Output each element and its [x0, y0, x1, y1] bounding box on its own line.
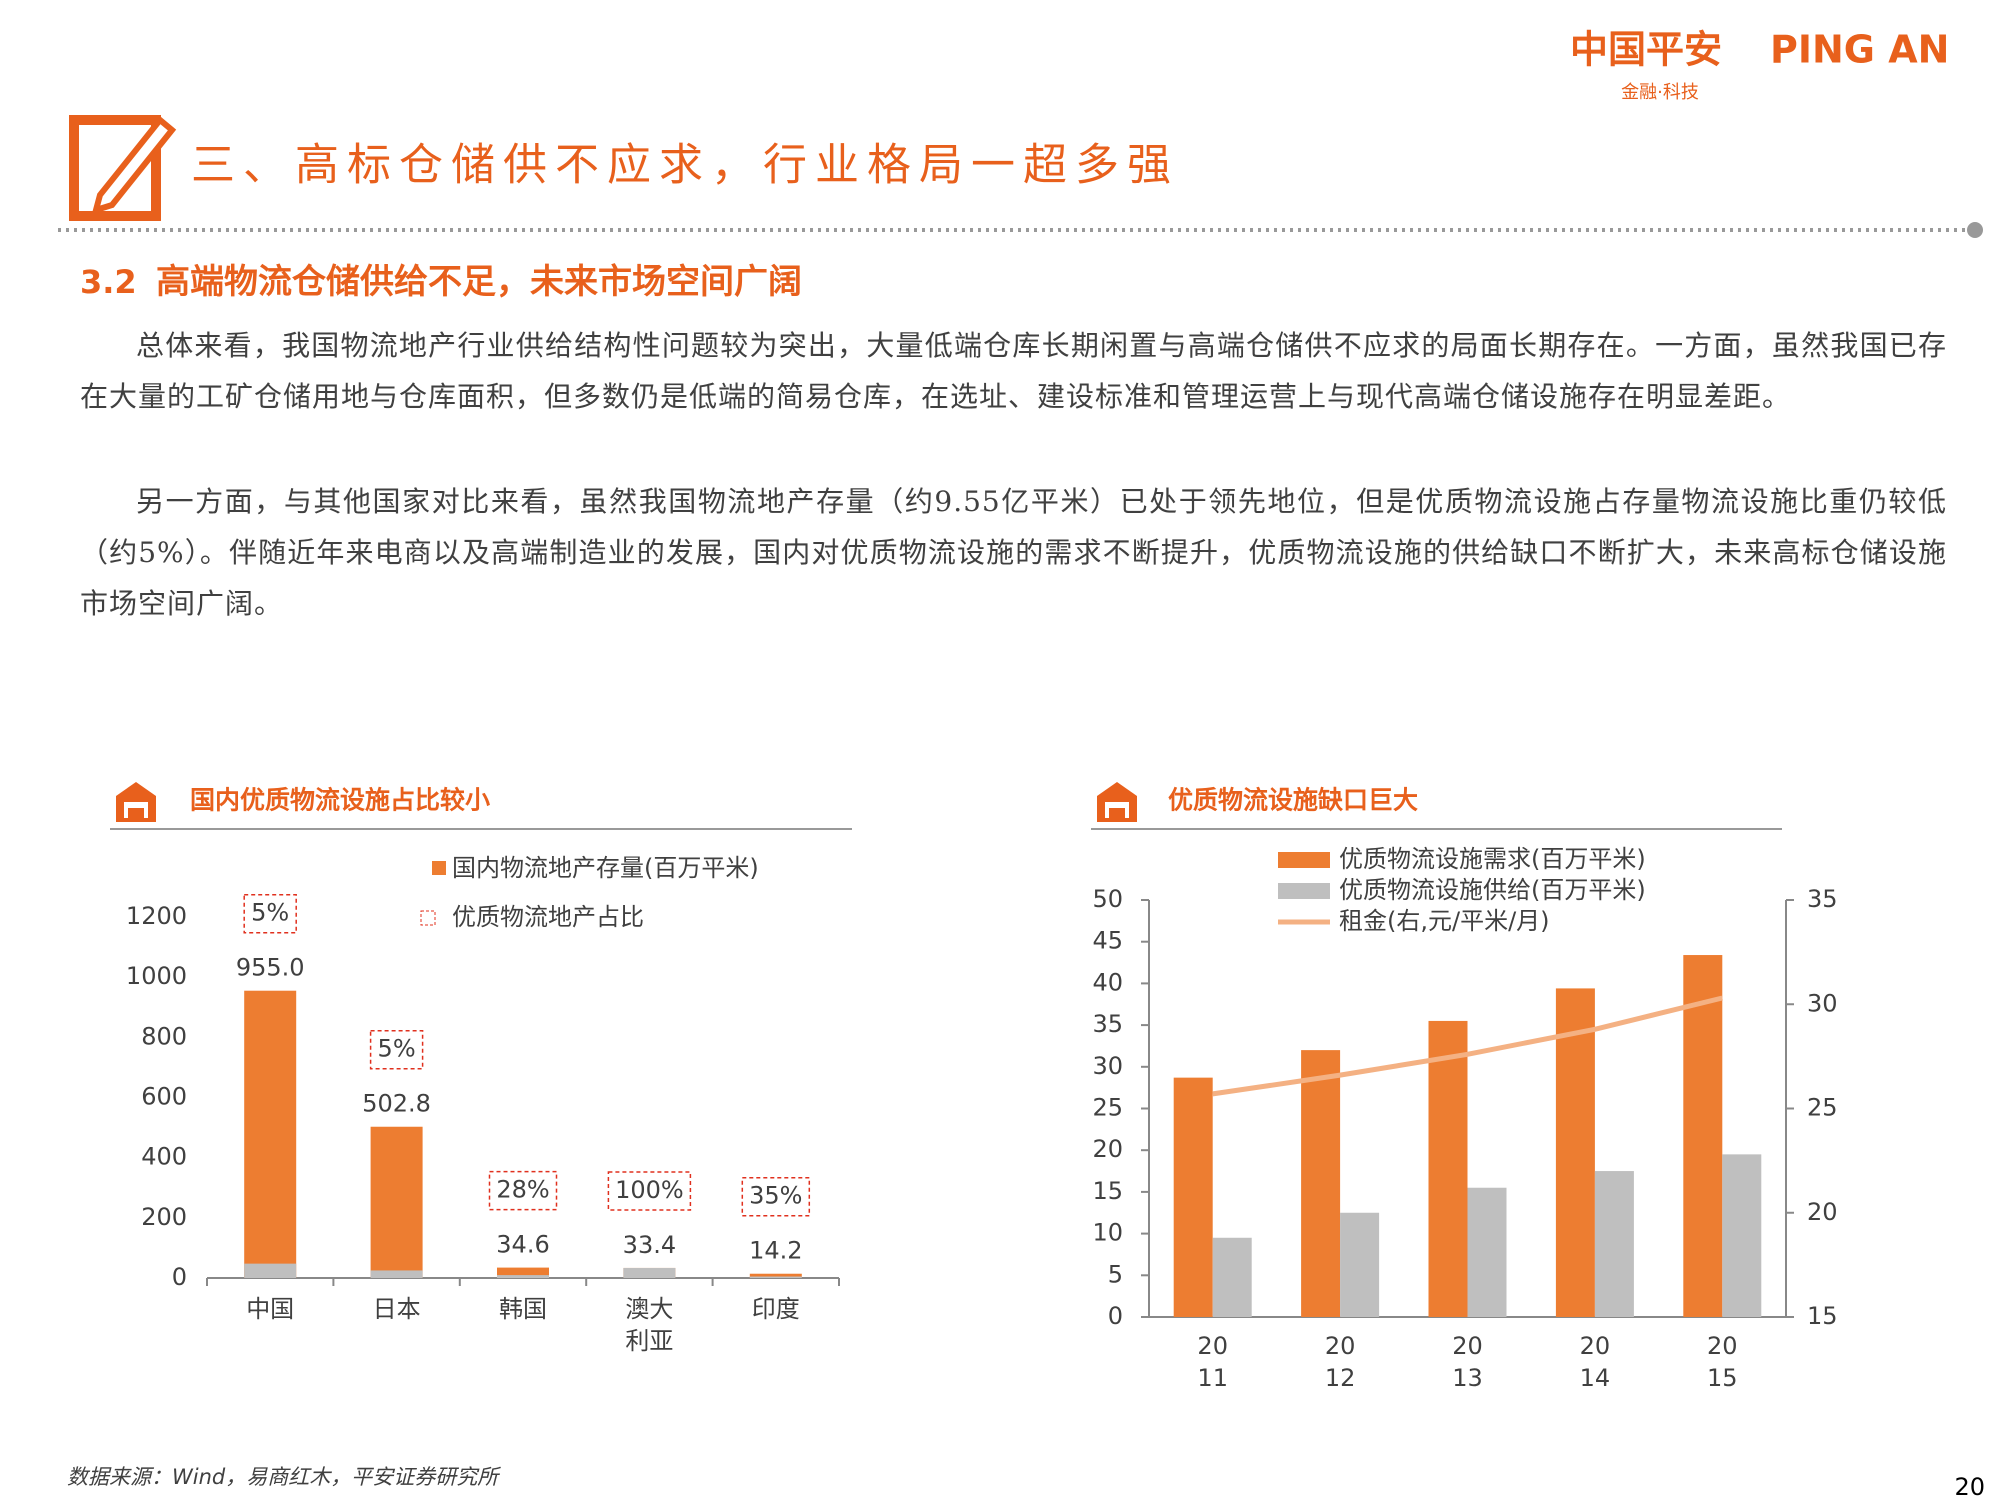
y-tick-label: 35	[1092, 1010, 1123, 1038]
y-tick-label: 400	[141, 1143, 187, 1171]
legend-label: 租金(右,元/平米/月)	[1339, 907, 1550, 935]
share-bar	[244, 1263, 297, 1278]
bar	[370, 1126, 423, 1278]
section-number: 3.2	[80, 263, 137, 301]
y2-tick-label: 35	[1807, 885, 1838, 913]
bar	[749, 1273, 802, 1278]
chart-title: 国内优质物流设施占比较小	[190, 786, 490, 815]
bar	[1340, 1212, 1380, 1317]
bar	[497, 1267, 549, 1278]
line	[1212, 995, 1723, 1097]
share-label: 5%	[251, 899, 289, 927]
logo-sub: 金融·科技	[1621, 82, 1699, 103]
x-tick-label: 韩国	[499, 1295, 547, 1323]
legend-swatch	[1278, 852, 1330, 868]
y-tick-label: 20	[1092, 1135, 1123, 1163]
chart-icon	[116, 782, 156, 822]
x-tick-label: 20 15	[1707, 1332, 1738, 1392]
bar	[1594, 1171, 1634, 1317]
chart-icon	[1097, 782, 1137, 822]
icon-box	[1109, 808, 1125, 818]
x-tick-label: 中国	[246, 1295, 294, 1323]
value-label: 33.4	[623, 1231, 676, 1259]
y-tick-label: 25	[1092, 1094, 1123, 1122]
legend-label: 优质物流设施需求(百万平米)	[1339, 845, 1646, 873]
value-label: 502.8	[362, 1090, 431, 1118]
bar	[1301, 1050, 1341, 1317]
legend-swatch	[432, 861, 446, 875]
share-label-box	[369, 1029, 424, 1070]
y-tick-label: 1200	[126, 902, 187, 930]
bar	[1212, 1237, 1252, 1317]
y-tick-label: 30	[1092, 1052, 1123, 1080]
y2-tick-label: 25	[1807, 1094, 1838, 1122]
y-tick-label: 0	[1108, 1302, 1123, 1330]
share-label-box	[488, 1170, 558, 1211]
share-bar	[623, 1267, 676, 1278]
x-tick-label: 澳大利亚	[625, 1295, 673, 1355]
x-tick-label: 20 13	[1452, 1332, 1483, 1392]
share-bar	[497, 1275, 549, 1278]
page-number: 20	[1954, 1473, 1985, 1500]
bar	[1722, 1154, 1762, 1317]
share-label-box	[243, 893, 297, 934]
y-tick-label: 45	[1092, 927, 1123, 955]
share-label: 35%	[749, 1182, 802, 1210]
divider-end	[1967, 222, 1983, 238]
x-tick-label: 日本	[373, 1295, 421, 1323]
y-tick-label: 600	[141, 1083, 187, 1111]
slide-title: 三、高标仓储供不应求，行业格局一超多强	[191, 140, 1179, 191]
bar	[244, 990, 297, 1278]
bar	[1555, 988, 1595, 1317]
share-label: 28%	[496, 1176, 549, 1204]
y-tick-label: 50	[1092, 885, 1123, 913]
bar	[1467, 1187, 1507, 1317]
x-tick-label: 20 14	[1580, 1332, 1611, 1392]
legend-label: 优质物流设施供给(百万平米)	[1339, 876, 1646, 904]
value-label: 955.0	[236, 954, 305, 982]
section-title: 高端物流仓储供给不足，未来市场空间广阔	[156, 262, 802, 302]
bar	[1428, 1020, 1468, 1317]
y-tick-label: 200	[141, 1203, 187, 1231]
y-tick-label: 800	[141, 1022, 187, 1050]
legend-swatch	[420, 910, 436, 926]
y2-tick-label: 20	[1807, 1198, 1838, 1226]
y-tick-label: 0	[172, 1263, 187, 1291]
source: 数据来源：Wind，易商红木，平安证券研究所	[67, 1465, 501, 1489]
share-bar	[749, 1276, 802, 1278]
logo: 中国平安	[1570, 28, 1722, 72]
x-tick-label: 印度	[752, 1295, 800, 1323]
paragraph: 另一方面，与其他国家对比来看，虽然我国物流地产存量（约9.55亿平米）已处于领先…	[80, 485, 1947, 620]
bar	[1683, 955, 1723, 1317]
value-label: 14.2	[749, 1237, 802, 1265]
x-tick-label: 20 11	[1197, 1332, 1228, 1392]
share-label-box	[607, 1171, 692, 1211]
chart-title: 优质物流设施缺口巨大	[1168, 786, 1418, 815]
title-icon	[69, 115, 177, 221]
share-label: 100%	[615, 1176, 684, 1204]
paragraph: 总体来看，我国物流地产行业供给结构性问题较为突出，大量低端仓库长期闲置与高端仓储…	[80, 329, 1947, 413]
share-label: 5%	[378, 1035, 416, 1063]
bar	[1173, 1077, 1213, 1317]
logo-en: PING AN	[1770, 28, 1949, 72]
y2-tick-label: 30	[1807, 989, 1838, 1017]
legend-swatch	[1278, 883, 1330, 899]
y-tick-label: 1000	[126, 962, 187, 990]
legend-label: 国内物流地产存量(百万平米)	[452, 854, 759, 882]
y-tick-label: 40	[1092, 968, 1123, 996]
share-bar	[370, 1270, 423, 1278]
y-tick-label: 15	[1092, 1177, 1123, 1205]
legend-label: 优质物流地产占比	[452, 903, 644, 931]
y2-tick-label: 15	[1807, 1302, 1838, 1330]
icon-box	[128, 808, 144, 818]
share-label-box	[741, 1176, 811, 1217]
x-tick-label: 20 12	[1325, 1332, 1356, 1392]
value-label: 34.6	[496, 1231, 549, 1259]
y-tick-label: 5	[1108, 1260, 1123, 1288]
y-tick-label: 10	[1092, 1219, 1123, 1247]
